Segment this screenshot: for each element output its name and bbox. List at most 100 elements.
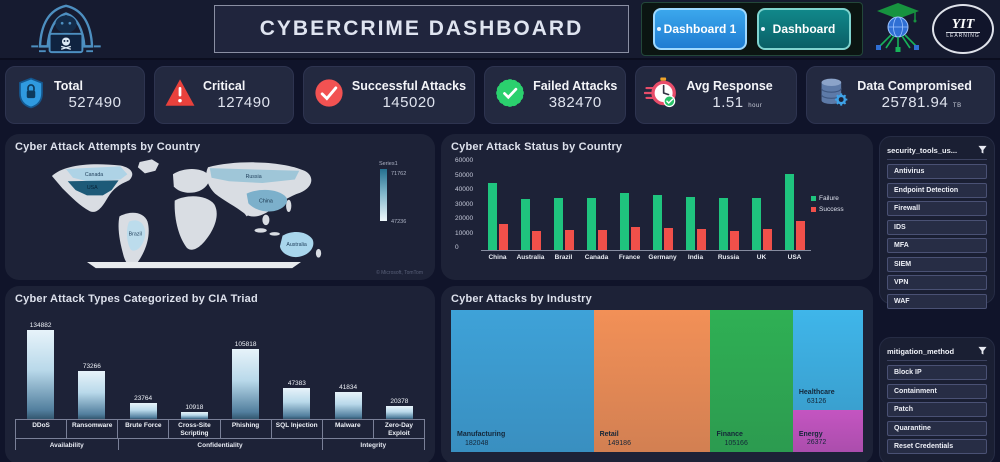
slicer-item-siem[interactable]: SIEM <box>887 256 987 272</box>
success-bar-usa[interactable] <box>795 220 805 250</box>
x-label: Australia <box>516 254 545 261</box>
success-bar-russia[interactable] <box>729 230 739 250</box>
cia-category-label: Cross-Site Scripting <box>169 420 221 438</box>
treemap-tile-finance[interactable]: Finance 105166 <box>710 310 793 452</box>
x-label: Russia <box>717 254 740 261</box>
map-country-brazil[interactable] <box>126 220 146 251</box>
failure-bar-canada[interactable] <box>586 198 596 250</box>
slicer-item-firewall[interactable]: Firewall <box>887 201 987 216</box>
status-by-country-panel: Cyber Attack Status by Country 60000 5000… <box>441 134 873 280</box>
map-country-russia[interactable] <box>209 168 300 184</box>
slicer-item-patch[interactable]: Patch <box>887 402 987 417</box>
cia-bar[interactable] <box>78 371 106 419</box>
kpi-label: Successful Attacks <box>351 79 467 93</box>
cia-value-label: 105818 <box>234 341 257 348</box>
world-map[interactable]: Canada USA Brazil Russia China Australia… <box>15 153 425 271</box>
map-country-usa[interactable] <box>67 180 119 196</box>
map-country-canada[interactable] <box>65 166 128 182</box>
cia-bar[interactable] <box>180 412 208 419</box>
failure-bar-russia[interactable] <box>718 198 728 250</box>
legend-item-success[interactable]: Success <box>811 206 863 213</box>
treemap-tile-retail[interactable]: Retail 149186 <box>593 310 711 452</box>
filter-funnel-icon[interactable] <box>978 346 987 357</box>
success-bar-uk[interactable] <box>762 229 772 250</box>
success-bar-canada[interactable] <box>597 229 607 250</box>
kpi-card-total[interactable]: Total 527490 <box>5 66 145 124</box>
y-tick: 60000 <box>455 157 474 164</box>
kpi-value: 25781.94 TB <box>881 94 962 111</box>
cia-cell-ransomware: 73266 <box>66 309 117 419</box>
failure-bar-usa[interactable] <box>784 174 794 250</box>
status-y-axis: 60000 50000 40000 30000 20000 10000 0 <box>451 157 481 251</box>
map-legend-min: 47236 <box>391 219 407 225</box>
slicer-item-endpoint-detection[interactable]: Endpoint Detection <box>887 182 987 198</box>
slicer-item-reset-credentials[interactable]: Reset Credentials <box>887 439 987 454</box>
treemap-tile-manufacturing[interactable]: Manufacturing 182048 <box>451 310 594 452</box>
legend-item-failure[interactable]: Failure <box>811 195 863 202</box>
slicer-item-mfa[interactable]: MFA <box>887 238 987 253</box>
yit-logo-text: YIT <box>951 17 975 32</box>
y-tick: 0 <box>455 244 459 251</box>
success-bar-china[interactable] <box>498 223 508 250</box>
shield-lock-icon <box>14 76 48 115</box>
kpi-label: Data Compromised <box>857 79 972 93</box>
kpi-label: Avg Response <box>686 79 773 93</box>
yit-learning-logo: YIT LEARNING <box>932 4 994 54</box>
slicer-item-containment[interactable]: Containment <box>887 383 987 399</box>
kpi-card-critical[interactable]: Critical 127490 <box>153 66 294 124</box>
map-country-china[interactable] <box>246 189 288 212</box>
cia-bar[interactable] <box>334 392 362 419</box>
stopwatch-icon <box>644 75 680 116</box>
cia-bar[interactable] <box>283 388 311 419</box>
map-label-canada: Canada <box>85 172 103 178</box>
kpi-label: Total <box>54 79 83 93</box>
map-country-australia[interactable] <box>279 231 314 258</box>
treemap-tile-label: Healthcare 63126 <box>798 389 835 405</box>
cia-bar[interactable] <box>385 406 413 419</box>
cia-category-label: SQL Injection <box>272 420 323 438</box>
kpi-card-failed-attacks[interactable]: Failed Attacks 382470 <box>484 66 627 124</box>
treemap-tile-energy[interactable]: Energy 26372 <box>792 410 863 452</box>
industry-panel-title: Cyber Attacks by Industry <box>451 293 592 305</box>
slicer-item-antivirus[interactable]: Antivirus <box>887 164 987 179</box>
cia-bar-chart: 134882 73266 23764 10918 105818 47383 41834 203… <box>15 309 425 450</box>
success-bar-india[interactable] <box>696 229 706 250</box>
success-bar-france[interactable] <box>630 226 640 250</box>
slicer-item-quarantine[interactable]: Quarantine <box>887 420 987 436</box>
kpi-card-successful-attacks[interactable]: Successful Attacks 145020 <box>302 66 476 124</box>
failure-bar-france[interactable] <box>619 193 629 250</box>
map-legend-series: Series1 <box>379 161 398 167</box>
failure-bar-brazil[interactable] <box>553 198 563 250</box>
cia-bar[interactable] <box>27 330 55 419</box>
cia-cell-phishing: 105818 <box>220 309 271 419</box>
slicer-item-vpn[interactable]: VPN <box>887 275 987 290</box>
filter-funnel-icon[interactable] <box>978 145 987 156</box>
failure-bar-india[interactable] <box>685 197 695 250</box>
kpi-unit: hour <box>748 103 763 109</box>
failure-bar-australia[interactable] <box>520 198 530 250</box>
dashboard-1-button[interactable]: Dashboard 1 <box>653 8 747 50</box>
kpi-card-data-compromised[interactable]: Data Compromised 25781.94 TB <box>806 66 995 124</box>
mitigation-method-slicer: mitigation_method Block IP Containment Pat… <box>879 337 995 462</box>
cia-bar[interactable] <box>232 349 260 419</box>
kpi-card-avg-response[interactable]: Avg Response 1.51 hour <box>635 66 798 124</box>
failure-bar-china[interactable] <box>487 183 497 250</box>
failure-bar-germany[interactable] <box>652 194 662 250</box>
dashboard-button[interactable]: Dashboard <box>757 8 851 50</box>
cia-value-label: 41834 <box>339 384 358 391</box>
y-tick: 20000 <box>455 215 474 222</box>
slicer-item-block-ip[interactable]: Block IP <box>887 365 987 380</box>
cia-bar[interactable] <box>129 403 157 419</box>
slicer-item-waf[interactable]: WAF <box>887 293 987 309</box>
slicer-item-ids[interactable]: IDS <box>887 219 987 235</box>
bar-group-china <box>481 157 514 250</box>
cia-cell-cross-site-scripting: 10918 <box>169 309 220 419</box>
success-bar-brazil[interactable] <box>564 229 574 250</box>
map-legend-gradient <box>380 169 387 221</box>
dashboard-body: Cyber Attack Attempts by Country <box>0 130 1000 462</box>
success-bar-australia[interactable] <box>531 230 541 250</box>
failure-bar-uk[interactable] <box>751 198 761 250</box>
treemap-tile-healthcare[interactable]: Healthcare 63126 <box>792 310 863 411</box>
success-bar-germany[interactable] <box>663 227 673 250</box>
nav-button-panel: Dashboard 1 Dashboard <box>641 2 863 56</box>
